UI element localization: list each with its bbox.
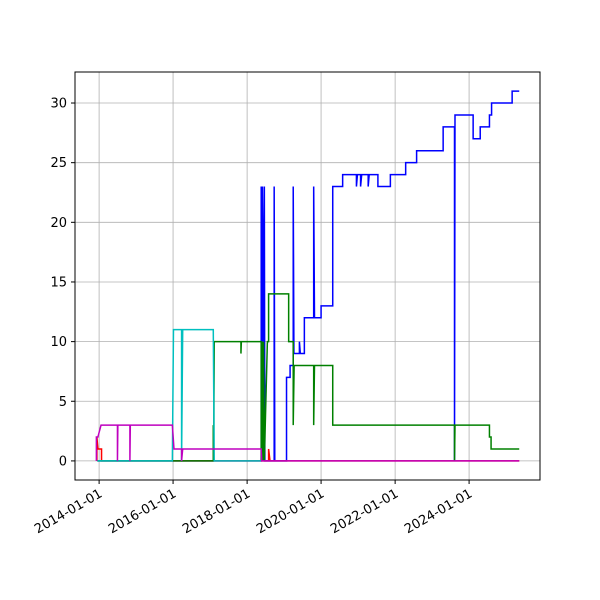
y-tick-label: 15 (50, 275, 67, 290)
series-line (96, 436, 520, 462)
series-line (97, 328, 262, 462)
x-tick-label: 2020-01-01 (254, 486, 327, 537)
x-tick-label: 2024-01-01 (402, 486, 475, 537)
y-tick-label: 25 (50, 156, 67, 171)
y-tick-label: 30 (50, 97, 67, 112)
y-tick-label: 0 (59, 454, 67, 469)
series-line (95, 424, 520, 462)
series-line (97, 293, 520, 462)
x-tick-label: 2018-01-01 (180, 486, 253, 537)
x-tick-label: 2022-01-01 (328, 486, 401, 537)
y-tick-label: 20 (50, 216, 67, 231)
y-tick-label: 10 (50, 335, 67, 350)
y-tick-label: 5 (59, 395, 67, 410)
x-tick-label: 2016-01-01 (106, 486, 179, 537)
x-tick-label: 2014-01-01 (32, 486, 105, 537)
plot-frame (74, 71, 541, 481)
series-line (97, 90, 520, 462)
